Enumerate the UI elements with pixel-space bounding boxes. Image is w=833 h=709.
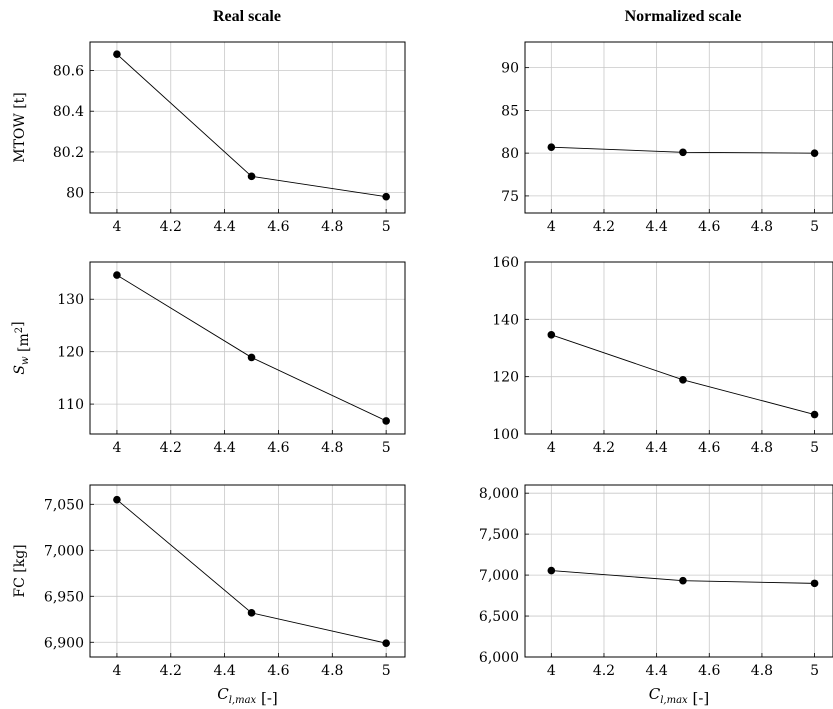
panel-4-xtick-label-4: 4.8 — [751, 440, 773, 456]
panel-5-xlabel: Cl,max [-] — [217, 685, 278, 707]
panel-6-ytick-label-0: 6,000 — [479, 650, 519, 666]
panel-3-xtick-label-3: 4.6 — [267, 440, 289, 456]
panel-3-series-line-0 — [116, 274, 387, 422]
panel-1-xtick-label-2: 4.4 — [213, 219, 235, 235]
panel-6-xtick-label-0: 4 — [547, 663, 556, 679]
panel-3-frame — [89, 261, 406, 435]
panel-4-ytick-label-3: 160 — [492, 255, 519, 271]
panel-4-xtick-label-2: 4.4 — [645, 440, 667, 456]
panel-3-data-point-0 — [113, 271, 121, 279]
panel-4-data-point-1 — [679, 376, 687, 384]
panel-6-data-point-1 — [679, 576, 687, 585]
panel-1-ytick-label-1: 80.2 — [53, 145, 84, 161]
panel-6-xlabel: Cl,max [-] — [649, 685, 710, 707]
panel-6-xtick-label-2: 4.4 — [645, 663, 667, 679]
panel-5-ytick-label-0: 6,900 — [44, 635, 84, 651]
panel-2-xtick-label-1: 4.2 — [593, 219, 615, 235]
panel-1-xtick-label-0: 4 — [112, 219, 121, 235]
panel-2-xtick-label-0: 4 — [547, 219, 556, 235]
panel-5-ytick-label-2: 7,000 — [44, 543, 84, 559]
panel-6-xtick-label-4: 4.8 — [751, 663, 773, 679]
panel-3-data-point-2 — [382, 417, 390, 425]
panel-6-xtick-label-1: 4.2 — [593, 663, 615, 679]
panel-6-ytick-label-1: 6,500 — [479, 609, 519, 625]
column-title-normalized: Normalized scale — [624, 8, 742, 25]
panel-5-xtick-label-0: 4 — [112, 663, 121, 679]
panel-3-xtick-label-1: 4.2 — [160, 440, 182, 456]
panel-2-xtick-label-3: 4.6 — [698, 219, 720, 235]
panel-1-ytick-label-2: 80.4 — [53, 104, 84, 120]
panel-2-data-point-1 — [679, 148, 687, 157]
panel-1-xtick-label-3: 4.6 — [267, 219, 289, 235]
panel-2-ytick-label-3: 90 — [501, 61, 519, 77]
panel-6-ytick-label-4: 8,000 — [479, 486, 519, 502]
panel-5-frame — [89, 484, 406, 658]
panel-4-data-point-2 — [810, 410, 819, 419]
panel-5-xtick-label-3: 4.6 — [267, 663, 289, 679]
panel-4-frame — [524, 261, 833, 435]
panel-5-xtick-label-4: 4.8 — [321, 663, 343, 679]
panel-1-xtick-label-4: 4.8 — [321, 219, 343, 235]
panel-2-xtick-label-2: 4.4 — [645, 219, 667, 235]
panel-3-ylabel: Sw [m2] — [10, 321, 32, 374]
panel-3-ytick-label-0: 110 — [57, 397, 84, 413]
panel-5-ytick-label-3: 7,050 — [44, 497, 84, 513]
panel-4-xtick-label-5: 5 — [810, 440, 819, 456]
panel-3-xtick-label-0: 4 — [112, 440, 121, 456]
panel-5-xtick-label-1: 4.2 — [160, 663, 182, 679]
panel-5-ylabel: FC [kg] — [12, 544, 28, 597]
panel-4-series-line-0 — [551, 334, 815, 415]
panel-5-ytick-label-1: 6,950 — [44, 589, 84, 605]
panel-1-ylabel: MTOW [t] — [12, 92, 28, 163]
panel-4-xtick-label-3: 4.6 — [698, 440, 720, 456]
panel-4-ytick-label-2: 140 — [492, 312, 519, 328]
panel-2-xtick-label-4: 4.8 — [751, 219, 773, 235]
panel-1-data-point-2 — [382, 192, 390, 201]
panel-1-ytick-label-3: 80.6 — [53, 64, 84, 80]
panel-1-xtick-label-1: 4.2 — [160, 219, 182, 235]
panel-2-ytick-label-1: 80 — [501, 146, 519, 162]
panel-2-ytick-label-0: 75 — [501, 189, 519, 205]
panel-5-xtick-label-2: 4.4 — [213, 663, 235, 679]
panel-6-xtick-label-3: 4.6 — [698, 663, 720, 679]
panel-6-ytick-label-3: 7,500 — [479, 527, 519, 543]
panel-6-data-point-2 — [810, 579, 819, 588]
panel-4-ytick-label-0: 100 — [492, 427, 519, 443]
panel-3-data-point-1 — [247, 353, 256, 362]
column-title-real: Real scale — [213, 8, 281, 25]
panel-6-xtick-label-5: 5 — [810, 663, 819, 679]
panel-1-data-point-1 — [247, 172, 256, 181]
panel-3-ytick-label-2: 130 — [57, 292, 84, 308]
panel-1-xtick-label-5: 5 — [382, 219, 391, 235]
panel-6-ytick-label-2: 7,000 — [479, 568, 519, 584]
panel-5-xtick-label-5: 5 — [382, 663, 391, 679]
panel-4-xtick-label-1: 4.2 — [593, 440, 615, 456]
panel-3-ytick-label-1: 120 — [57, 345, 84, 361]
panel-4-data-point-0 — [547, 331, 556, 339]
panel-2-frame — [524, 41, 833, 214]
panel-1-ytick-label-0: 80 — [66, 186, 84, 202]
panel-4-xtick-label-0: 4 — [547, 440, 556, 456]
panel-6-frame — [524, 484, 833, 658]
panel-3-xtick-label-4: 4.8 — [321, 440, 343, 456]
panel-5-data-point-0 — [113, 495, 121, 504]
panel-3-xtick-label-2: 4.4 — [213, 440, 235, 456]
panel-5-series-line-0 — [116, 499, 387, 644]
panel-1-data-point-0 — [113, 50, 121, 59]
panel-5-data-point-1 — [247, 609, 256, 617]
panel-2-data-point-2 — [810, 149, 819, 157]
panel-2-ytick-label-2: 85 — [501, 103, 519, 119]
panel-2-xtick-label-5: 5 — [810, 219, 819, 235]
panel-4-ytick-label-1: 120 — [492, 370, 519, 386]
panel-2-data-point-0 — [547, 143, 556, 151]
panel-5-data-point-2 — [382, 639, 390, 648]
panel-6-data-point-0 — [547, 566, 556, 575]
panel-1-frame — [89, 41, 406, 214]
panel-3-xtick-label-5: 5 — [382, 440, 391, 456]
